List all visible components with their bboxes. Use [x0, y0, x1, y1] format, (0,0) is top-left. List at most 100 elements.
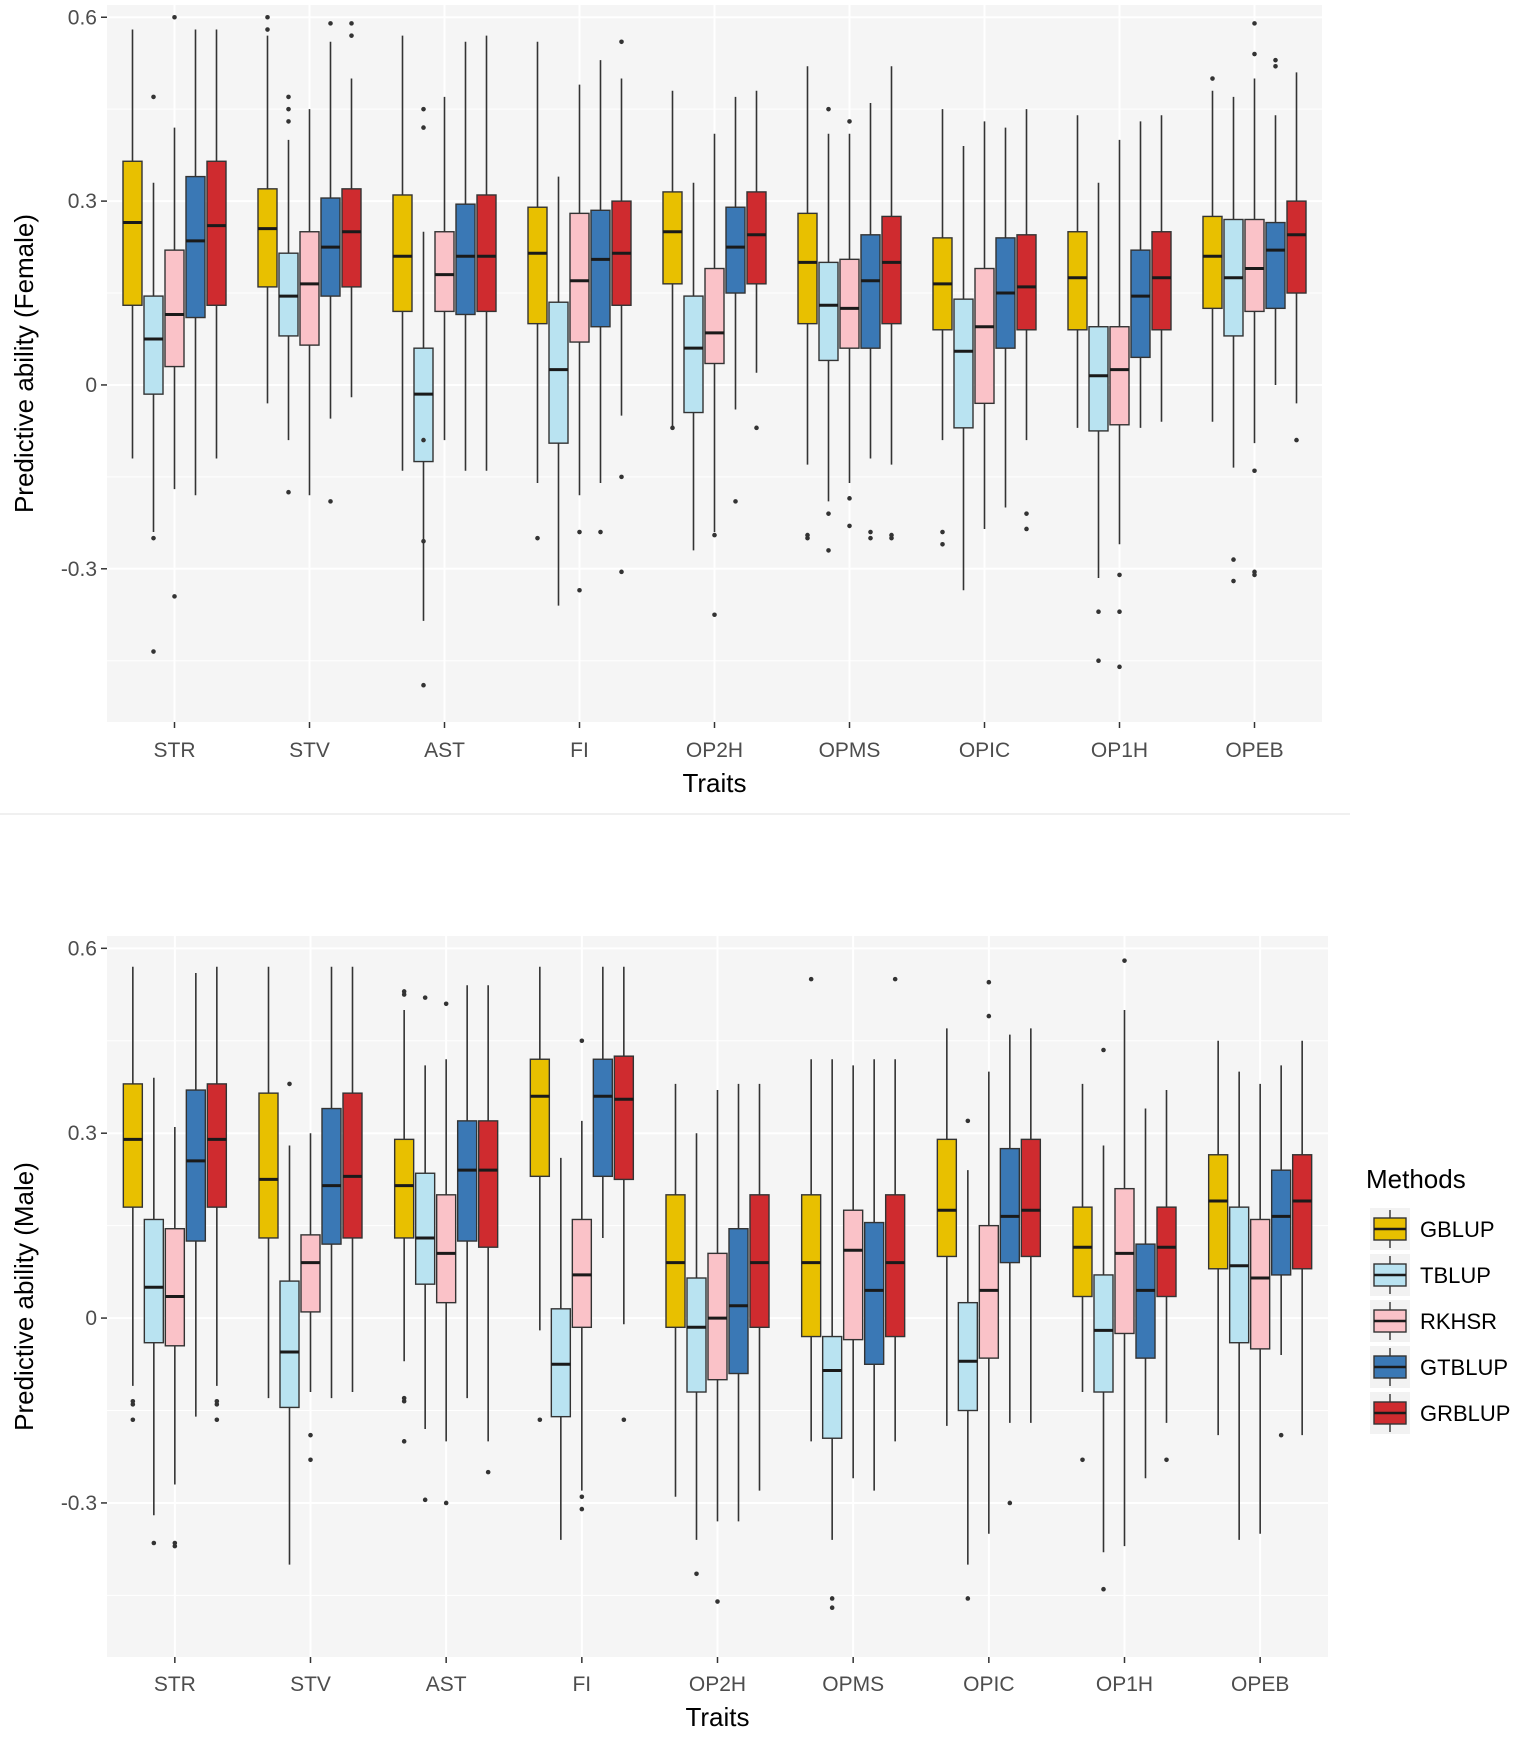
outlier-rkhsr-ast	[443, 1001, 449, 1007]
chart-panel-female: -0.3 0 0.3 0.6 STR STV AST FI OP2H OPMS OPIC OP1H OP…	[9, 5, 1322, 798]
box-grblup-op1h	[1156, 1206, 1177, 1298]
outlier-gtblup-stv	[328, 499, 333, 504]
outlier-tblup-str	[151, 535, 156, 541]
outlier-grblup-fi	[619, 569, 624, 575]
outlier-tblup-ast	[421, 682, 426, 688]
box-rkhsr-opic	[974, 267, 995, 405]
outlier-tblup-opeb	[1231, 557, 1236, 562]
box-gtblup-op1h	[1135, 1243, 1156, 1359]
box-gtblup-str	[185, 1089, 207, 1242]
box-rkhsr-str	[164, 1228, 186, 1347]
outlier-grblup-stv	[349, 33, 354, 38]
outlier-grblup-op1h	[1164, 1457, 1169, 1463]
chart-panel-male: -0.3 0 0.3 0.6 STR STV AST FI OP2H OPMS OPIC OP1H OP…	[9, 936, 1328, 1732]
box-gblup-ast	[393, 1138, 415, 1239]
outlier-tblup-opic	[965, 1118, 971, 1124]
x-tick-label: AST	[424, 739, 465, 762]
box-gtblup-str	[185, 175, 206, 319]
box-gtblup-fi	[590, 209, 611, 328]
outlier-rkhsr-op2h	[712, 612, 717, 618]
outlier-gblup-str	[130, 1417, 136, 1423]
outlier-gblup-opic	[940, 541, 945, 547]
box-rkhsr-stv	[300, 1234, 321, 1313]
outlier-rkhsr-op2h	[715, 1599, 720, 1604]
outlier-gblup-ast	[401, 1439, 407, 1444]
x-tick-label: OPMS	[819, 739, 881, 762]
box-gblup-op1h	[1072, 1206, 1093, 1298]
box-tblup-op1h	[1093, 1274, 1114, 1393]
y-tick-label: 0.6	[68, 937, 97, 960]
box-grblup-ast	[477, 1120, 499, 1248]
outlier-tblup-stv	[287, 1081, 292, 1087]
box-rkhsr-op1h	[1114, 1187, 1135, 1335]
box-rkhsr-op2h	[707, 1252, 728, 1381]
outlier-gtblup-opeb	[1278, 1432, 1284, 1438]
box-grblup-op1h	[1151, 231, 1172, 331]
outlier-tblup-str	[151, 649, 156, 654]
x-tick-label: FI	[572, 1673, 591, 1696]
legend: Methods GBLUP TBLUP RKHSR GTBLUP GRBLUP	[1366, 1164, 1510, 1434]
outlier-rkhsr-opic	[986, 979, 992, 985]
x-tick-label: OPIC	[963, 1673, 1014, 1696]
outlier-rkhsr-opic	[986, 1013, 992, 1019]
x-tick-label: FI	[570, 739, 589, 762]
outlier-tblup-opms	[829, 1605, 835, 1611]
outlier-gblup-ast	[401, 1398, 407, 1404]
outlier-grblup-fi	[619, 39, 624, 45]
outlier-rkhsr-op1h	[1122, 958, 1127, 963]
outlier-rkhsr-opms	[847, 496, 852, 501]
box-gtblup-op1h	[1130, 249, 1151, 359]
outlier-tblup-stv	[286, 94, 291, 100]
x-tick-label: OPEB	[1231, 1673, 1289, 1696]
box-grblup-opeb	[1286, 200, 1307, 294]
outlier-rkhsr-opms	[847, 523, 852, 529]
box-gtblup-opeb	[1270, 1169, 1292, 1276]
box-tblup-fi	[548, 301, 569, 444]
outlier-tblup-opms	[826, 511, 831, 516]
outlier-tblup-op1h	[1101, 1586, 1106, 1592]
box-rkhsr-ast	[434, 231, 455, 313]
y-tick-label: 0	[85, 1307, 97, 1330]
box-tblup-str	[143, 1218, 165, 1344]
y-tick-label: 0.3	[68, 1122, 97, 1145]
outlier-grblup-opic	[1024, 511, 1029, 516]
box-tblup-opms	[818, 261, 839, 362]
box-tblup-ast	[413, 347, 434, 463]
box-grblup-ast	[476, 194, 497, 313]
box-rkhsr-opms	[842, 1209, 864, 1341]
y-axis-title: Predictive ability (Male)	[9, 1162, 39, 1431]
legend-label-rkhsr: RKHSR	[1420, 1309, 1497, 1334]
outlier-grblup-op2h	[754, 425, 759, 431]
outlier-rkhsr-fi	[577, 529, 582, 535]
box-grblup-stv	[341, 188, 362, 288]
box-rkhsr-op1h	[1109, 326, 1130, 426]
y-tick-label: 0	[85, 374, 97, 397]
outlier-grblup-str	[214, 1417, 220, 1423]
box-rkhsr-fi	[571, 1218, 593, 1329]
outlier-tblup-str	[151, 94, 156, 100]
y-tick-label: -0.3	[61, 1492, 97, 1515]
outlier-tblup-opms	[829, 1596, 835, 1601]
outlier-tblup-ast	[421, 538, 426, 544]
legend-label-gblup: GBLUP	[1420, 1217, 1495, 1242]
box-tblup-ast	[414, 1172, 436, 1285]
box-tblup-op2h	[686, 1277, 707, 1393]
outlier-rkhsr-opeb	[1252, 51, 1257, 57]
box-rkhsr-opeb	[1249, 1218, 1271, 1350]
box-gblup-fi	[527, 206, 548, 325]
outlier-grblup-fi	[619, 474, 624, 480]
outlier-tblup-opeb	[1231, 578, 1236, 584]
box-grblup-opms	[884, 1194, 906, 1338]
outlier-gtblup-op2h	[733, 499, 738, 504]
box-rkhsr-op2h	[704, 267, 725, 365]
box-gblup-stv	[257, 188, 278, 288]
x-tick-label: OP1H	[1091, 739, 1148, 762]
box-grblup-opms	[881, 215, 902, 325]
y-tick-label: -0.3	[61, 558, 97, 581]
box-grblup-op2h	[746, 191, 767, 285]
outlier-rkhsr-fi	[577, 587, 582, 593]
box-rkhsr-stv	[299, 231, 320, 346]
box-gblup-fi	[529, 1058, 551, 1178]
